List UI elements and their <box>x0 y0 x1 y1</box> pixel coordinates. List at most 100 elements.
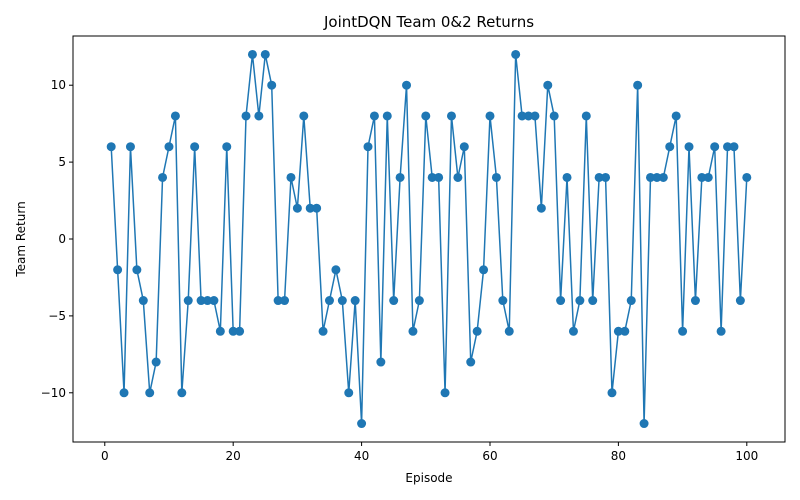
data-point <box>363 142 373 152</box>
data-point <box>459 142 469 152</box>
x-tick-label: 0 <box>101 449 109 463</box>
y-tick-label: 10 <box>51 78 66 92</box>
data-point <box>440 388 450 398</box>
data-point <box>684 142 694 152</box>
data-point <box>235 326 245 336</box>
y-tick-label: −10 <box>41 386 66 400</box>
data-point <box>125 142 135 152</box>
x-axis-label: Episode <box>405 471 452 485</box>
data-point <box>472 326 482 336</box>
chart-title: JointDQN Team 0&2 Returns <box>323 13 534 31</box>
y-tick-label: 0 <box>58 232 66 246</box>
data-point <box>299 111 309 121</box>
data-point <box>639 419 649 429</box>
data-point <box>190 142 200 152</box>
data-point <box>729 142 739 152</box>
data-point <box>222 142 232 152</box>
data-point <box>543 80 553 90</box>
data-point <box>633 80 643 90</box>
x-axis: 0 20 40 60 80 100 <box>101 442 758 463</box>
data-point <box>350 296 360 306</box>
data-point <box>421 111 431 121</box>
data-point <box>466 357 476 367</box>
data-point <box>331 265 341 275</box>
data-point <box>209 296 219 306</box>
data-point <box>389 296 399 306</box>
data-point <box>556 296 566 306</box>
data-point <box>658 172 668 182</box>
x-tick-label: 100 <box>735 449 758 463</box>
data-point <box>491 172 501 182</box>
data-point <box>446 111 456 121</box>
data-point <box>254 111 264 121</box>
data-point <box>453 172 463 182</box>
data-point <box>382 111 392 121</box>
data-point <box>369 111 379 121</box>
data-point <box>536 203 546 213</box>
data-point <box>376 357 386 367</box>
data-point <box>562 172 572 182</box>
x-tick-label: 80 <box>611 449 626 463</box>
data-point <box>498 296 508 306</box>
data-point <box>568 326 578 336</box>
x-tick-label: 20 <box>226 449 241 463</box>
data-point <box>241 111 251 121</box>
data-point <box>260 49 270 59</box>
data-point <box>337 296 347 306</box>
data-point <box>434 172 444 182</box>
data-point <box>710 142 720 152</box>
data-point <box>678 326 688 336</box>
data-point <box>177 388 187 398</box>
y-axis-label: Team Return <box>14 201 28 277</box>
data-point <box>607 388 617 398</box>
data-point <box>158 172 168 182</box>
y-tick-label: 5 <box>58 155 66 169</box>
data-point <box>671 111 681 121</box>
data-point <box>151 357 161 367</box>
data-point <box>601 172 611 182</box>
data-point <box>215 326 225 336</box>
data-point <box>247 49 257 59</box>
data-point <box>106 142 116 152</box>
data-point <box>170 111 180 121</box>
data-point <box>402 80 412 90</box>
data-point <box>626 296 636 306</box>
data-point <box>357 419 367 429</box>
data-point <box>164 142 174 152</box>
data-point <box>414 296 424 306</box>
data-point <box>549 111 559 121</box>
data-point <box>312 203 322 213</box>
data-point <box>318 326 328 336</box>
data-point <box>395 172 405 182</box>
data-point <box>324 296 334 306</box>
data-point <box>665 142 675 152</box>
plot-area <box>72 35 786 443</box>
data-point <box>575 296 585 306</box>
data-point <box>132 265 142 275</box>
data-point <box>581 111 591 121</box>
data-point <box>286 172 296 182</box>
data-point <box>113 265 123 275</box>
y-axis: −10 −5 0 5 10 <box>41 78 73 400</box>
data-point <box>742 172 752 182</box>
x-tick-label: 60 <box>482 449 497 463</box>
data-point <box>183 296 193 306</box>
data-point <box>690 296 700 306</box>
data-point <box>292 203 302 213</box>
data-point <box>716 326 726 336</box>
data-point <box>588 296 598 306</box>
x-tick-label: 40 <box>354 449 369 463</box>
data-point <box>530 111 540 121</box>
series-line <box>110 54 748 424</box>
data-point <box>703 172 713 182</box>
data-point <box>620 326 630 336</box>
data-point <box>511 49 521 59</box>
y-tick-label: −5 <box>48 309 66 323</box>
data-point <box>408 326 418 336</box>
data-point <box>119 388 129 398</box>
data-point <box>138 296 148 306</box>
data-point <box>267 80 277 90</box>
plot-frame <box>72 35 786 443</box>
data-point <box>485 111 495 121</box>
